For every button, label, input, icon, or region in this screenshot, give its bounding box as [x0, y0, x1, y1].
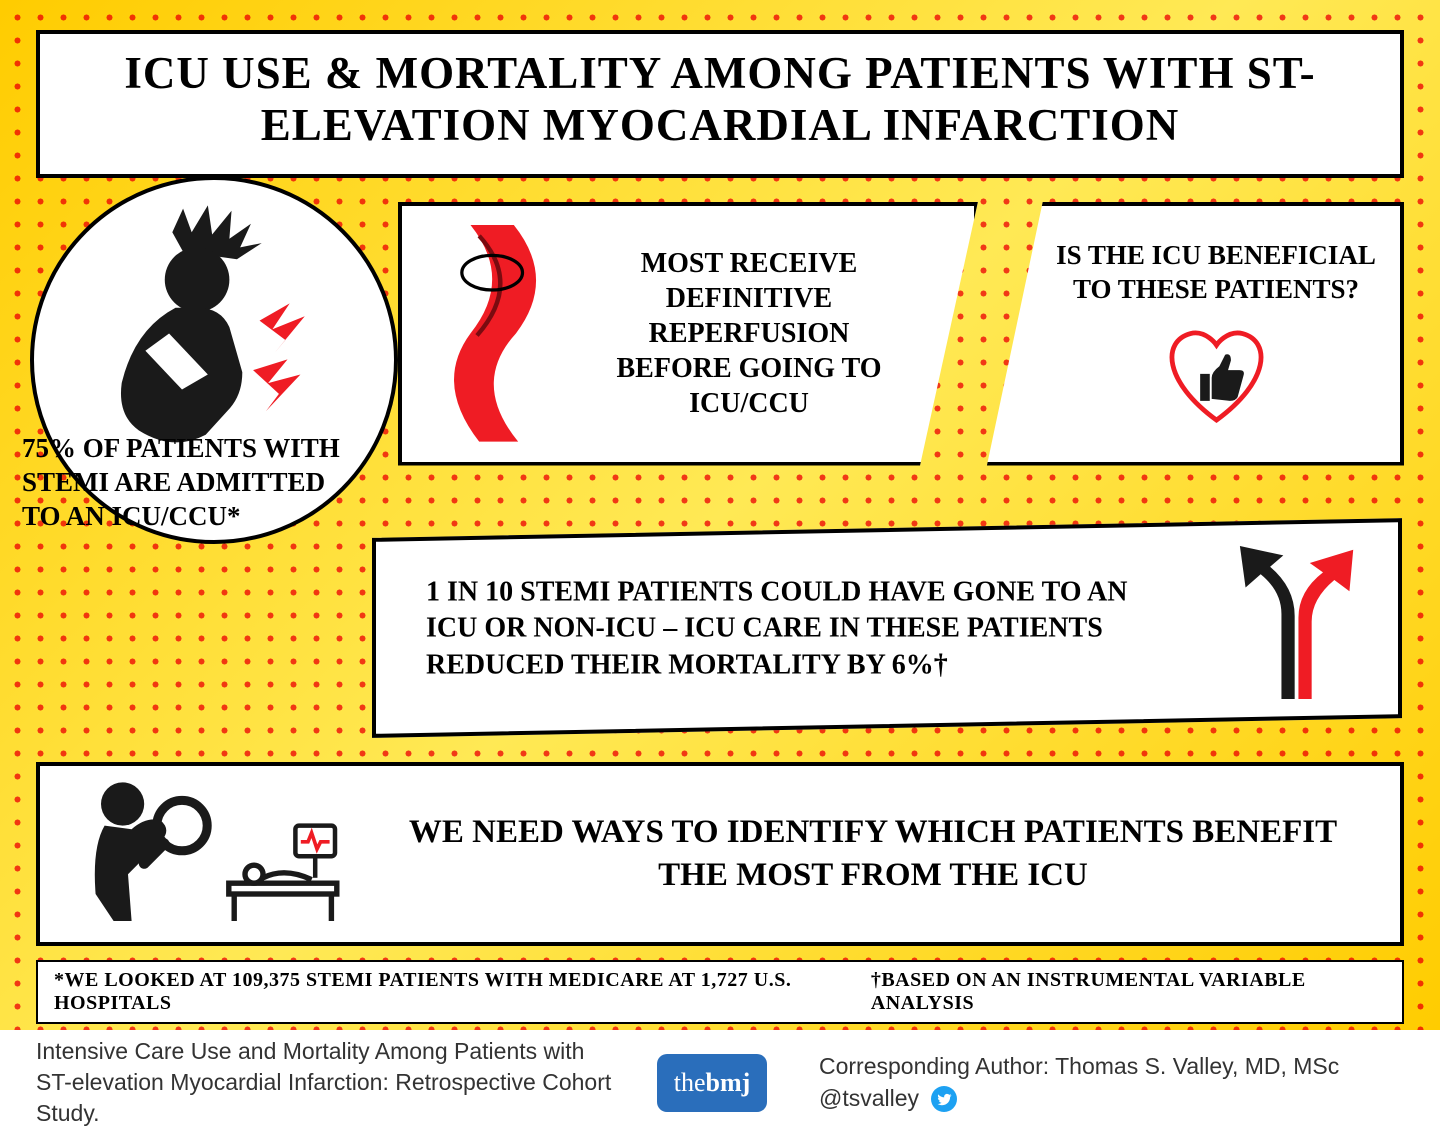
footnote-left: *WE LOOKED AT 109,375 STEMI PATIENTS WIT… [54, 969, 871, 1015]
footnote-right: †BASED ON AN INSTRUMENTAL VARIABLE ANALY… [871, 969, 1386, 1015]
conclusion-text: WE NEED WAYS TO IDENTIFY WHICH PATIENTS … [380, 811, 1366, 897]
circle-caption: 75% OF PATIENTS WITH STEMI ARE ADMITTED … [22, 432, 352, 533]
diverging-arrows-icon [1204, 540, 1374, 701]
title-panel: ICU USE & MORTALITY AMONG PATIENTS WITH … [36, 30, 1404, 178]
logo-bold: bmj [705, 1068, 750, 1098]
artery-icon [438, 225, 568, 442]
page-title: ICU USE & MORTALITY AMONG PATIENTS WITH … [124, 48, 1315, 150]
citation-bar: Intensive Care Use and Mortality Among P… [0, 1030, 1440, 1135]
reperfusion-panel: MOST RECEIVE DEFINITIVE REPERFUSION BEFO… [398, 202, 978, 466]
author-block: Corresponding Author: Thomas S. Valley, … [803, 1051, 1404, 1113]
author-line: Corresponding Author: Thomas S. Valley, … [819, 1051, 1404, 1082]
twitter-handle: @tsvalley [819, 1085, 919, 1111]
question-panel: IS THE ICU BENEFICIAL TO THESE PATIENTS? [974, 202, 1404, 466]
twitter-icon [931, 1086, 957, 1112]
citation-text: Intensive Care Use and Mortality Among P… [36, 1036, 621, 1129]
mortality-panel: 1 IN 10 STEMI PATIENTS COULD HAVE GONE T… [372, 518, 1402, 738]
heart-thumbs-up-icon [1154, 322, 1279, 428]
logo-prefix: the [674, 1068, 706, 1098]
question-text: IS THE ICU BENEFICIAL TO THESE PATIENTS? [1052, 239, 1380, 307]
conclusion-panel: WE NEED WAYS TO IDENTIFY WHICH PATIENTS … [36, 762, 1404, 946]
row-1: 75% OF PATIENTS WITH STEMI ARE ADMITTED … [36, 200, 1404, 500]
bmj-logo: thebmj [657, 1054, 767, 1112]
reperfusion-text: MOST RECEIVE DEFINITIVE REPERFUSION BEFO… [594, 246, 904, 421]
footnote-bar: *WE LOOKED AT 109,375 STEMI PATIENTS WIT… [36, 960, 1404, 1024]
infographic-canvas: ICU USE & MORTALITY AMONG PATIENTS WITH … [0, 0, 1440, 1030]
doctor-patient-icon [74, 777, 344, 930]
mortality-text: 1 IN 10 STEMI PATIENTS COULD HAVE GONE T… [426, 575, 1180, 684]
